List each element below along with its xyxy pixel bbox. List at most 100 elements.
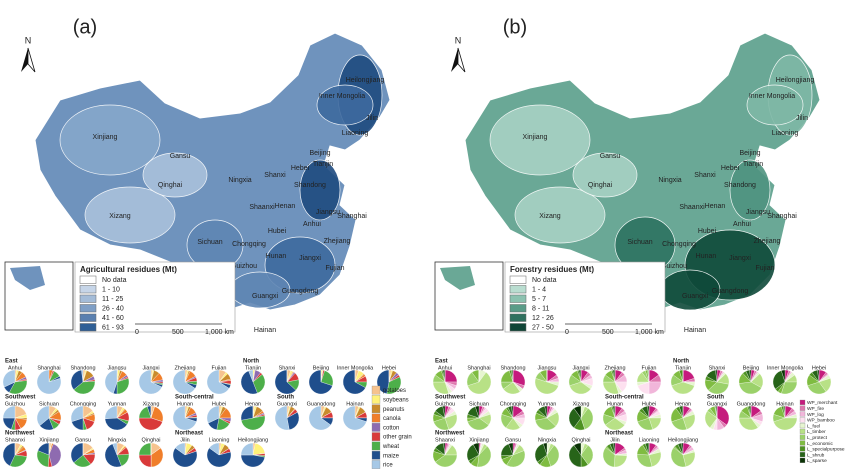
- legend-swatch: [79, 323, 97, 332]
- province-label: Hainan: [254, 327, 276, 334]
- pie-slice: [104, 405, 118, 419]
- province-label: Qinghai: [588, 182, 613, 189]
- pie-slice: [817, 369, 820, 383]
- pie-slice: [506, 450, 526, 468]
- pie-legend-label: cotton: [383, 425, 399, 431]
- pie-name: Shaanxi: [5, 437, 25, 443]
- pie-name: Xinjiang: [39, 437, 59, 443]
- province-label: Jilin: [796, 115, 808, 122]
- panel-label: (b): [503, 16, 527, 38]
- legend-swatch: [509, 285, 527, 294]
- pie-name: Hainan: [346, 401, 363, 407]
- pie-slice: [738, 417, 759, 431]
- pie-slice: [602, 447, 616, 468]
- province-label: Shandong: [294, 182, 326, 189]
- legend-label: No data: [102, 277, 127, 284]
- pie-name: Shaanxi: [435, 437, 455, 443]
- legend-label: 8 - 11: [532, 305, 549, 312]
- pie-name: Gansu: [505, 437, 521, 443]
- pie-slice: [534, 378, 559, 395]
- pie-slice: [308, 405, 331, 431]
- pie-legend-swatch: [799, 434, 806, 440]
- legend-label: 27 - 50: [532, 324, 554, 331]
- province-label: Jiangxi: [299, 255, 321, 262]
- province-label: Inner Mongolia: [319, 93, 365, 100]
- province-shade: [84, 186, 176, 244]
- pie-slice: [240, 442, 254, 456]
- pie-legend-label: WP_merchant: [807, 400, 838, 406]
- pie-slice: [36, 405, 50, 426]
- pie-slice: [568, 445, 582, 468]
- legend-swatch: [509, 275, 527, 284]
- province-label: Gansu: [600, 153, 621, 160]
- legend-label: 26 - 40: [102, 305, 124, 312]
- pie-legend-swatch: [371, 423, 381, 432]
- pie-legend-label: WP_fire: [807, 406, 824, 412]
- pie-slice: [716, 405, 730, 426]
- pie-name: Shandong: [500, 365, 525, 371]
- province-label: Inner Mongolia: [749, 93, 795, 100]
- pie-slice: [435, 454, 458, 468]
- panel: (b) N Heilongjiang Xinjiang Jilin Inner Mongo…: [432, 16, 845, 468]
- pie-slice: [708, 381, 729, 395]
- pie-name: Hunan: [607, 401, 623, 407]
- pie-slice: [475, 405, 480, 419]
- legend-frame: [74, 261, 236, 333]
- pie-legend-swatch: [371, 450, 381, 460]
- pie-name: Guangdong: [737, 401, 766, 407]
- pie-name: Ningxia: [538, 437, 557, 443]
- region-label: East: [5, 359, 18, 365]
- scale-label: 0: [565, 329, 569, 336]
- province-shade: [729, 159, 771, 221]
- province-label: Jiangxi: [729, 255, 751, 262]
- pie-slice: [112, 442, 118, 456]
- legend-swatch: [79, 294, 97, 303]
- pie-slice: [2, 369, 16, 388]
- pie-name: Guangdong: [307, 401, 336, 407]
- region-label: South-central: [605, 395, 644, 401]
- pie-legend-swatch: [371, 413, 381, 423]
- north-arrow: [457, 47, 466, 73]
- pie-name: Jiangsu: [538, 365, 557, 371]
- pie-name: Guangxi: [277, 401, 298, 407]
- pie-slice: [104, 417, 128, 431]
- pie-name: Jiangsu: [108, 365, 127, 371]
- pie-slice: [613, 442, 616, 456]
- province-label: Hubei: [268, 228, 287, 235]
- province-label: Guangxi: [252, 293, 279, 300]
- province-label: Fujian: [755, 265, 774, 272]
- pie-slice: [508, 442, 514, 456]
- pie-name: Zhejiang: [604, 365, 625, 371]
- pie-name: Hebei: [812, 365, 826, 371]
- pie-slice: [274, 405, 290, 431]
- pie-legend-label: soybeans: [383, 398, 409, 404]
- province-label: Zhejiang: [754, 238, 781, 245]
- pie-name: Shanghai: [467, 365, 490, 371]
- pie-legend-swatch: [799, 417, 806, 423]
- pie-slice: [48, 443, 62, 467]
- north-arrow: [21, 48, 28, 72]
- province-label: Gansu: [170, 153, 191, 160]
- province-label: Heilongjiang: [346, 77, 385, 84]
- pie-slice: [138, 417, 163, 431]
- legend-label: 61 - 93: [102, 324, 124, 331]
- province-label: Zhejiang: [324, 238, 351, 245]
- scale-label: 1,000 km: [205, 329, 234, 336]
- pie-legend-label: L_specialpurpose: [807, 447, 845, 453]
- province-label: Hebei: [291, 165, 310, 172]
- region-label: East: [435, 359, 448, 365]
- pie-name: Chongqing: [70, 401, 97, 407]
- panel-label: (a): [73, 16, 97, 38]
- pie-name: Qinghai: [142, 437, 161, 443]
- legend-swatch: [509, 294, 527, 303]
- region-label: South: [277, 395, 294, 401]
- legend-swatch: [509, 323, 527, 332]
- pie-legend-swatch: [371, 385, 381, 395]
- pie-slice: [36, 369, 62, 395]
- pie-legend-label: L_sparse: [807, 458, 827, 464]
- province-shade: [59, 104, 161, 176]
- pie-slice: [138, 369, 163, 395]
- pie-slice: [70, 405, 84, 422]
- pie-name: Beijing: [743, 365, 760, 371]
